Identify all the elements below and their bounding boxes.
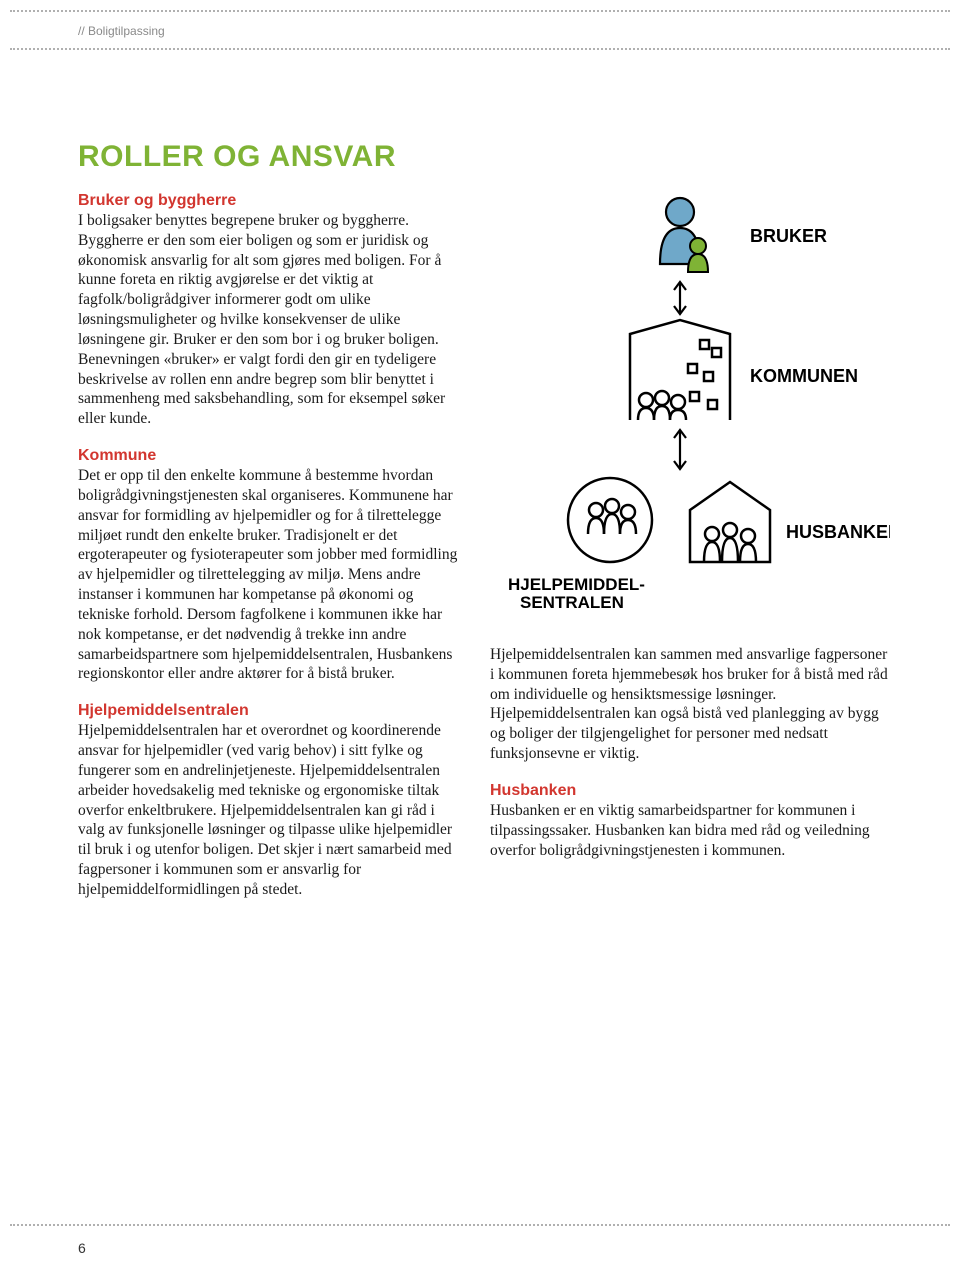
arrow-kommunen-down-icon	[674, 430, 686, 469]
right-column: BRUKER	[490, 192, 890, 918]
section-body-husbanken: Husbanken er en viktig samarbeidspartner…	[490, 801, 890, 860]
left-column: Bruker og byggherre I boligsaker benytte…	[78, 192, 458, 918]
section-heading-husbanken: Husbanken	[490, 782, 890, 800]
two-column-layout: Bruker og byggherre I boligsaker benytte…	[78, 192, 912, 918]
hjelpemiddel-label-line1: HJELPEMIDDEL-	[508, 575, 645, 594]
section-body-bruker: I boligsaker benyttes begrepene bruker o…	[78, 211, 458, 429]
hjelpemiddelsentralen-icon	[568, 478, 652, 562]
section-body-hjelpemiddel: Hjelpemiddelsentralen har et overordnet …	[78, 721, 458, 899]
bruker-label: BRUKER	[750, 226, 827, 246]
husbanken-house-icon	[690, 482, 770, 562]
page-title: ROLLER OG ANSVAR	[78, 140, 912, 174]
header-dotted-line-bottom	[10, 48, 950, 50]
breadcrumb: // Boligtilpassing	[78, 24, 165, 38]
section-heading-bruker: Bruker og byggherre	[78, 192, 458, 210]
page-content: ROLLER OG ANSVAR Bruker og byggherre I b…	[78, 140, 912, 918]
husbanken-label: HUSBANKEN	[786, 522, 890, 542]
roles-diagram-illustration: BRUKER	[490, 192, 890, 622]
section-body-kommune: Det er opp til den enkelte kommune å bes…	[78, 466, 458, 684]
footer-dotted-line	[10, 1224, 950, 1226]
kommunen-label: KOMMUNEN	[750, 366, 858, 386]
hjelpemiddel-label-line2: SENTRALEN	[520, 593, 624, 612]
section-heading-hjelpemiddel: Hjelpemiddelsentralen	[78, 702, 458, 720]
section-heading-kommune: Kommune	[78, 447, 458, 465]
kommunen-building-icon	[630, 320, 730, 420]
bruker-figure-icon	[660, 198, 708, 272]
header-dotted-line-top	[10, 10, 950, 12]
section-body-hjelpemiddel-continued: Hjelpemiddelsentralen kan sammen med ans…	[490, 645, 890, 764]
page-number: 6	[78, 1240, 86, 1256]
arrow-bruker-kommunen-icon	[674, 282, 686, 314]
